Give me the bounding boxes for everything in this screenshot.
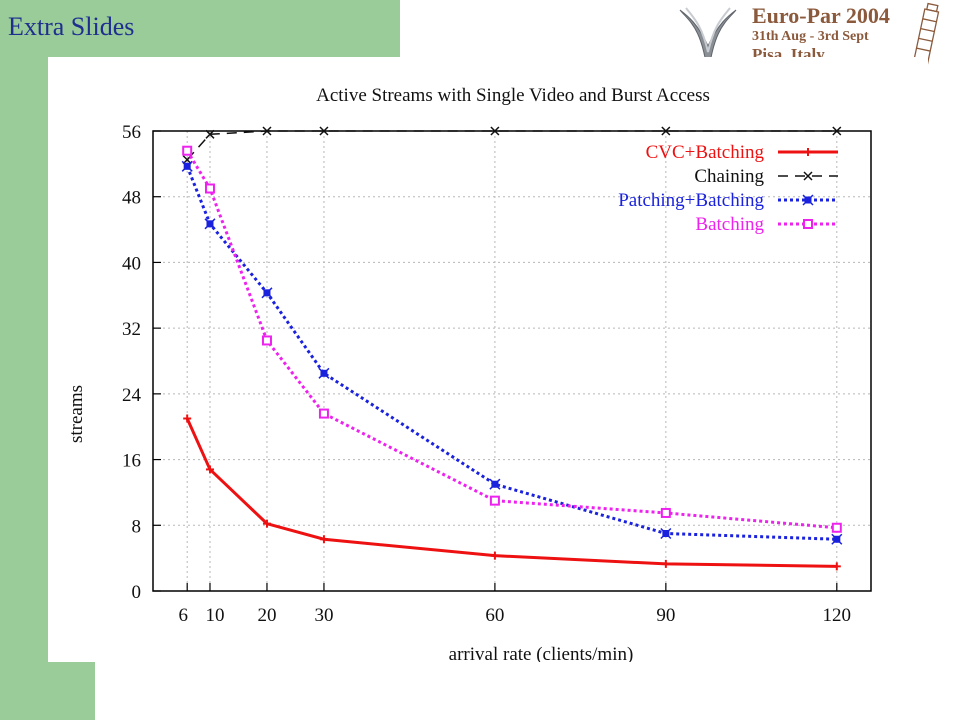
- legend-label: Patching+Batching: [618, 190, 764, 211]
- y-tick-label: 40: [122, 253, 141, 274]
- data-point: [182, 145, 193, 156]
- data-point: [831, 533, 843, 545]
- data-point: [261, 335, 272, 346]
- x-tick-label: 90: [656, 605, 675, 626]
- data-point: [262, 126, 272, 136]
- y-tick-label: 56: [122, 122, 141, 143]
- y-tick-label: 24: [122, 385, 142, 406]
- data-point: [661, 126, 671, 136]
- plot-frame: [152, 130, 872, 592]
- data-point: [204, 218, 216, 230]
- data-point: [660, 507, 671, 518]
- green-header-band: [0, 0, 400, 57]
- x-tick-label: 120: [823, 605, 852, 626]
- data-point: [490, 126, 500, 136]
- data-point: [803, 171, 813, 181]
- chart-axes: 0 8 16 24 32 40 48 56 6 10 20 30 60 90 120: [122, 122, 851, 626]
- logo-title: Euro-Par 2004: [752, 3, 890, 28]
- logo-emblem-icon: [679, 7, 737, 77]
- chart-series: [181, 126, 843, 571]
- series-2: [181, 160, 843, 545]
- y-tick-label: 0: [132, 582, 142, 603]
- data-point: [831, 522, 842, 533]
- data-point: [261, 287, 273, 299]
- y-axis-label: streams: [66, 385, 87, 443]
- data-point: [489, 478, 501, 490]
- data-point: [181, 160, 193, 172]
- line-chart: Active Streams with Single Video and Bur…: [66, 85, 872, 665]
- x-tick-label: 30: [314, 605, 333, 626]
- logo-dates: 31th Aug - 3rd Sept: [752, 29, 869, 44]
- data-point: [205, 129, 215, 139]
- data-point: [802, 194, 814, 206]
- y-tick-label: 16: [122, 451, 141, 472]
- logo-text-block: Euro-Par 2004 31th Aug - 3rd Sept Pisa, …: [752, 4, 890, 65]
- x-tick-label: 20: [257, 605, 276, 626]
- legend-label: Batching: [695, 214, 764, 235]
- data-point: [319, 126, 329, 136]
- x-tick-label: 60: [485, 605, 504, 626]
- data-point: [318, 408, 329, 419]
- data-point: [489, 495, 500, 506]
- data-point: [318, 367, 330, 379]
- legend-label: Chaining: [694, 166, 764, 187]
- y-tick-label: 8: [132, 516, 142, 537]
- x-tick-label: 6: [178, 605, 188, 626]
- data-point: [204, 183, 215, 194]
- series-3: [182, 145, 842, 533]
- series-0: [183, 414, 841, 571]
- chart-grid: [153, 130, 871, 592]
- data-point: [832, 126, 842, 136]
- slide-title: Extra Slides: [8, 12, 135, 41]
- chart-panel: Active Streams with Single Video and Bur…: [48, 57, 928, 665]
- y-tick-label: 32: [122, 319, 141, 340]
- x-tick-label: 10: [205, 605, 224, 626]
- data-point: [660, 527, 672, 540]
- x-axis-label: arrival rate (clients/min): [449, 644, 634, 662]
- legend-label: CVC+Batching: [646, 142, 765, 163]
- series-line: [185, 417, 837, 568]
- chart-legend: CVC+Batching Chaining Patching+Batching Bat…: [618, 142, 838, 235]
- y-tick-label: 48: [122, 188, 141, 209]
- chart-title: Active Streams with Single Video and Bur…: [316, 85, 710, 106]
- data-point: [803, 219, 813, 229]
- series-1: [182, 126, 842, 165]
